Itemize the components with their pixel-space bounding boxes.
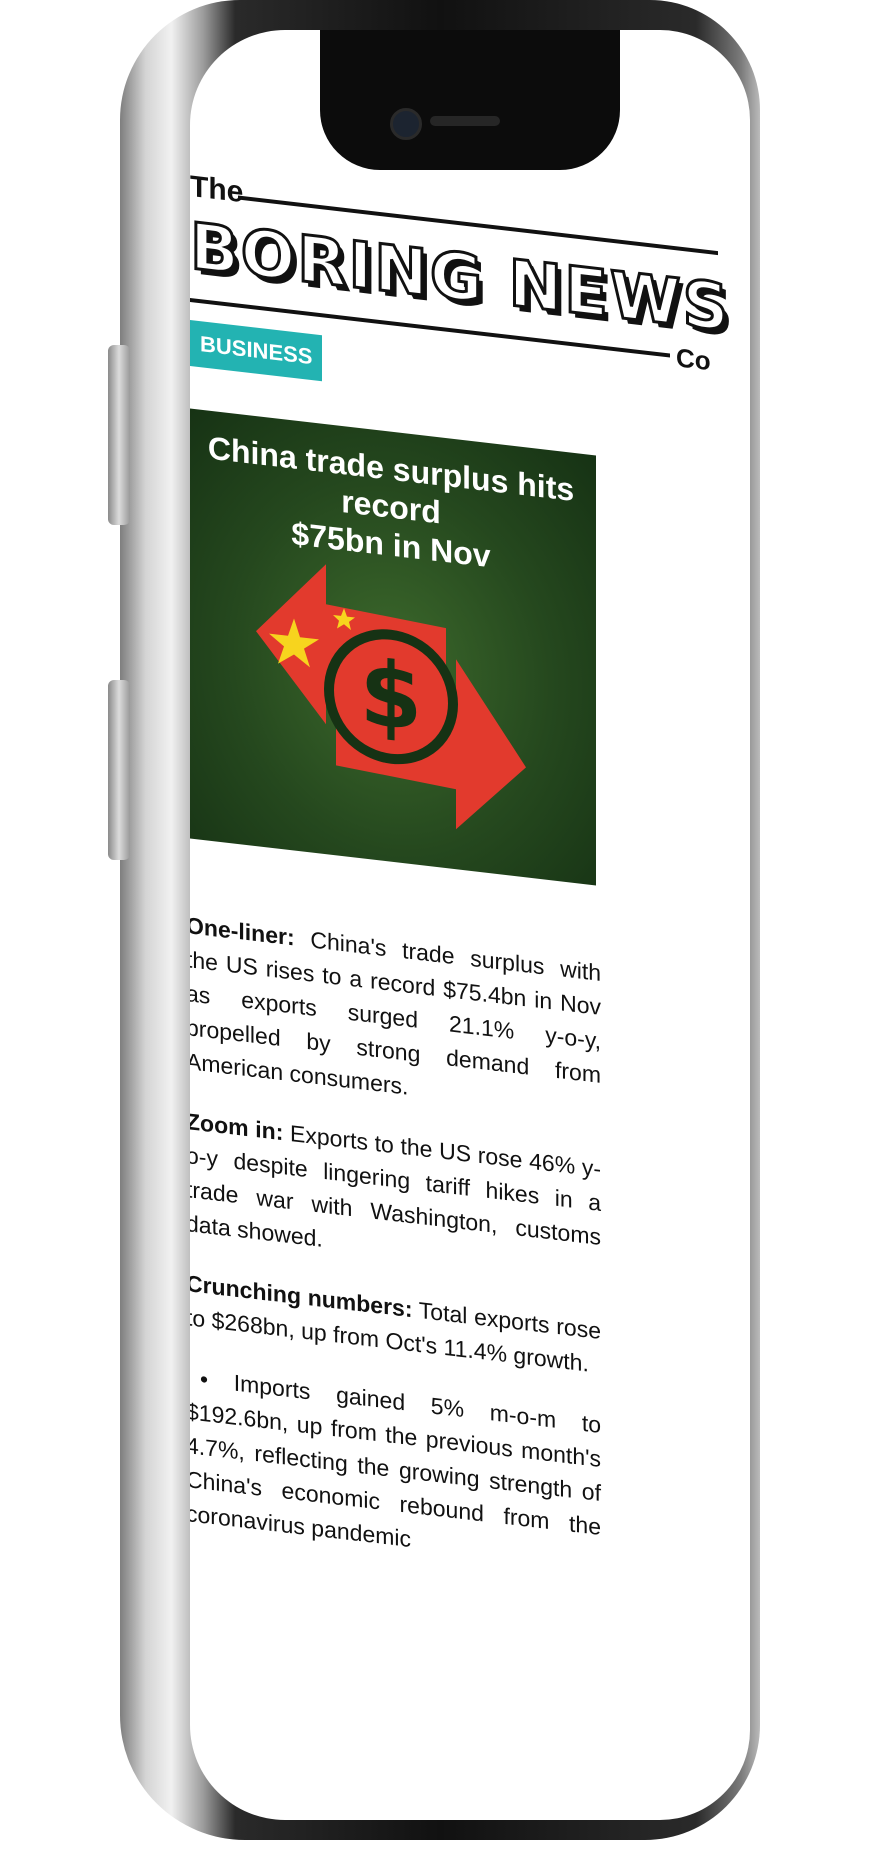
masthead: The BORING NEWS Co — [190, 160, 750, 455]
masthead-title: BORING NEWS — [190, 209, 732, 349]
text-imports: • Imports gained 5% m-o-m to $192.6bn, u… — [190, 1365, 601, 1553]
phone-side-button — [108, 680, 130, 860]
svg-text:$: $ — [360, 640, 423, 752]
phone-notch — [320, 30, 620, 170]
paragraph-zoom-in: Zoom in: Exports to the US rose 46% y-o-… — [190, 1104, 601, 1288]
paragraph-crunching-numbers: Crunching numbers: Total exports rose to… — [190, 1266, 601, 1382]
paragraph-imports: • Imports gained 5% m-o-m to $192.6bn, u… — [190, 1360, 601, 1578]
phone-screen: The BORING NEWS Co BUSINESS China trade … — [190, 30, 750, 1820]
news-content: The BORING NEWS Co BUSINESS China trade … — [190, 30, 750, 1820]
dollar-arrows-icon: $ — [256, 564, 526, 830]
masthead-the: The — [190, 170, 244, 210]
hero-headline-line1: China trade surplus hits record — [207, 429, 575, 531]
hero-image[interactable]: China trade surplus hits record $75bn in… — [190, 408, 596, 886]
label-one-liner: One-liner: — [190, 912, 295, 951]
masthead-co: Co — [676, 342, 711, 377]
article-body: One-liner: China's trade surplus with th… — [190, 908, 601, 1604]
speaker-icon — [430, 116, 500, 126]
text-one-liner: China's trade surplus with the US rises … — [190, 924, 601, 1100]
label-zoom-in: Zoom in: — [190, 1108, 284, 1146]
phone-side-button — [108, 345, 130, 525]
camera-icon — [390, 108, 422, 140]
paragraph-one-liner: One-liner: China's trade surplus with th… — [190, 908, 601, 1126]
